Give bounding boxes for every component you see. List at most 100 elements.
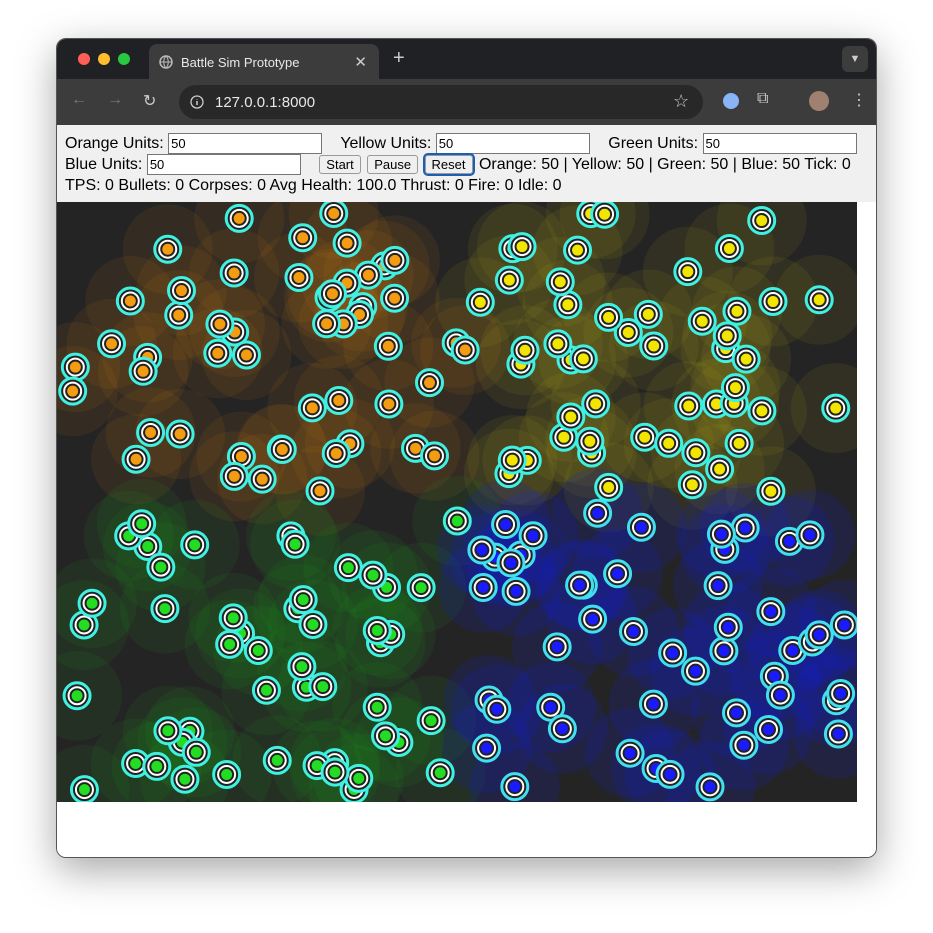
unit: [320, 757, 350, 787]
unit-ring: [293, 228, 313, 248]
unit-core: [227, 612, 239, 624]
yellow-units-input[interactable]: [435, 133, 590, 155]
unit-ring: [74, 780, 94, 800]
unit-core: [835, 687, 847, 699]
unit-ring: [631, 517, 651, 537]
unit: [730, 513, 760, 543]
unit: [583, 498, 613, 528]
unit-core: [142, 541, 154, 553]
profile-avatar[interactable]: [809, 91, 829, 111]
unit-core: [554, 276, 566, 288]
unit: [319, 202, 349, 229]
unit: [465, 287, 495, 317]
unit: [251, 675, 281, 705]
unit-ring: [828, 724, 848, 744]
unit-ring: [293, 590, 313, 610]
unit-ring: [324, 204, 344, 224]
unit-ring: [378, 336, 398, 356]
reset-button[interactable]: Reset: [422, 153, 475, 177]
unit-ring: [660, 764, 680, 784]
unit: [826, 678, 856, 708]
start-button[interactable]: Start: [319, 155, 361, 175]
unit: [267, 434, 297, 464]
unit-ring: [623, 622, 643, 642]
unit-core: [383, 398, 395, 410]
new-tab[interactable]: +: [393, 47, 405, 69]
unit-core: [558, 431, 570, 443]
unit-ring: [267, 750, 287, 770]
unit-core: [686, 479, 698, 491]
unit: [575, 426, 605, 456]
blue-units-input[interactable]: [146, 154, 301, 176]
unit-core: [712, 580, 724, 592]
unit: [804, 620, 834, 650]
unit: [722, 296, 752, 326]
unit-ring: [349, 768, 369, 788]
unit: [344, 763, 374, 793]
field-label: Green Units:: [608, 135, 699, 152]
unit-core: [481, 742, 493, 754]
unit-core: [106, 338, 118, 350]
unit-core: [224, 638, 236, 650]
unit-ring: [65, 357, 85, 377]
orange-units-input[interactable]: [168, 133, 323, 155]
unit-core: [326, 288, 338, 300]
unit-ring: [809, 290, 829, 310]
unit: [677, 470, 707, 500]
unit-ring: [552, 719, 572, 739]
unit-core: [599, 208, 611, 220]
unit: [468, 573, 498, 603]
address-bar[interactable]: 127.0.0.1:8000 ☆: [179, 85, 703, 119]
unit-ring: [831, 683, 851, 703]
tab-menu[interactable]: ▼: [842, 46, 868, 72]
close-button[interactable]: [78, 53, 90, 65]
back-button[interactable]: ←: [71, 91, 87, 108]
unit-ring: [325, 762, 345, 782]
unit-core: [503, 274, 515, 286]
unit: [823, 719, 853, 749]
unit: [497, 445, 527, 475]
unit-ring: [499, 270, 519, 290]
stats-text: TPS: 0 Bullets: 0 Corpses: 0 Avg Health:…: [65, 177, 562, 194]
controls-row: Blue Units: Start Pause Reset Orange: 50…: [65, 153, 876, 177]
unit: [373, 331, 403, 361]
extensions-button[interactable]: ⧉: [757, 90, 769, 107]
unit-core: [603, 311, 615, 323]
minimize-button[interactable]: [98, 53, 110, 65]
unit: [218, 603, 248, 633]
unit-core: [228, 470, 240, 482]
unit: [695, 772, 725, 802]
unit-core: [731, 305, 743, 317]
unit-core: [683, 400, 695, 412]
pause-button[interactable]: Pause: [367, 155, 419, 175]
unit: [615, 738, 645, 768]
unit-core: [159, 603, 171, 615]
unit-ring: [138, 537, 158, 557]
unit: [358, 560, 388, 590]
unit: [121, 748, 151, 778]
unit: [638, 689, 668, 719]
unit-core: [329, 766, 341, 778]
tab-close[interactable]: ✕: [354, 54, 367, 71]
unit: [482, 694, 512, 724]
bookmark-star[interactable]: ☆: [673, 91, 690, 111]
unit: [153, 234, 183, 264]
extension-icon[interactable]: [723, 93, 739, 109]
unit: [121, 444, 151, 474]
unit-ring: [210, 314, 230, 334]
unit: [654, 428, 684, 458]
menu-button[interactable]: ⋮: [851, 92, 867, 109]
tab[interactable]: Battle Sim Prototype ✕: [149, 44, 379, 79]
zoom-button[interactable]: [118, 53, 130, 65]
unit: [724, 428, 754, 458]
unit-core: [509, 781, 521, 793]
reload-button[interactable]: ↻: [143, 93, 157, 110]
unit-ring: [580, 431, 600, 451]
unit-ring: [185, 535, 205, 555]
controls-row: Orange Units: Yellow Units: Green Units:: [65, 133, 876, 155]
forward-button[interactable]: →: [107, 91, 123, 108]
unit-ring: [678, 262, 698, 282]
green-units-input[interactable]: [702, 133, 857, 155]
unit-ring: [358, 265, 378, 285]
unit-ring: [734, 735, 754, 755]
